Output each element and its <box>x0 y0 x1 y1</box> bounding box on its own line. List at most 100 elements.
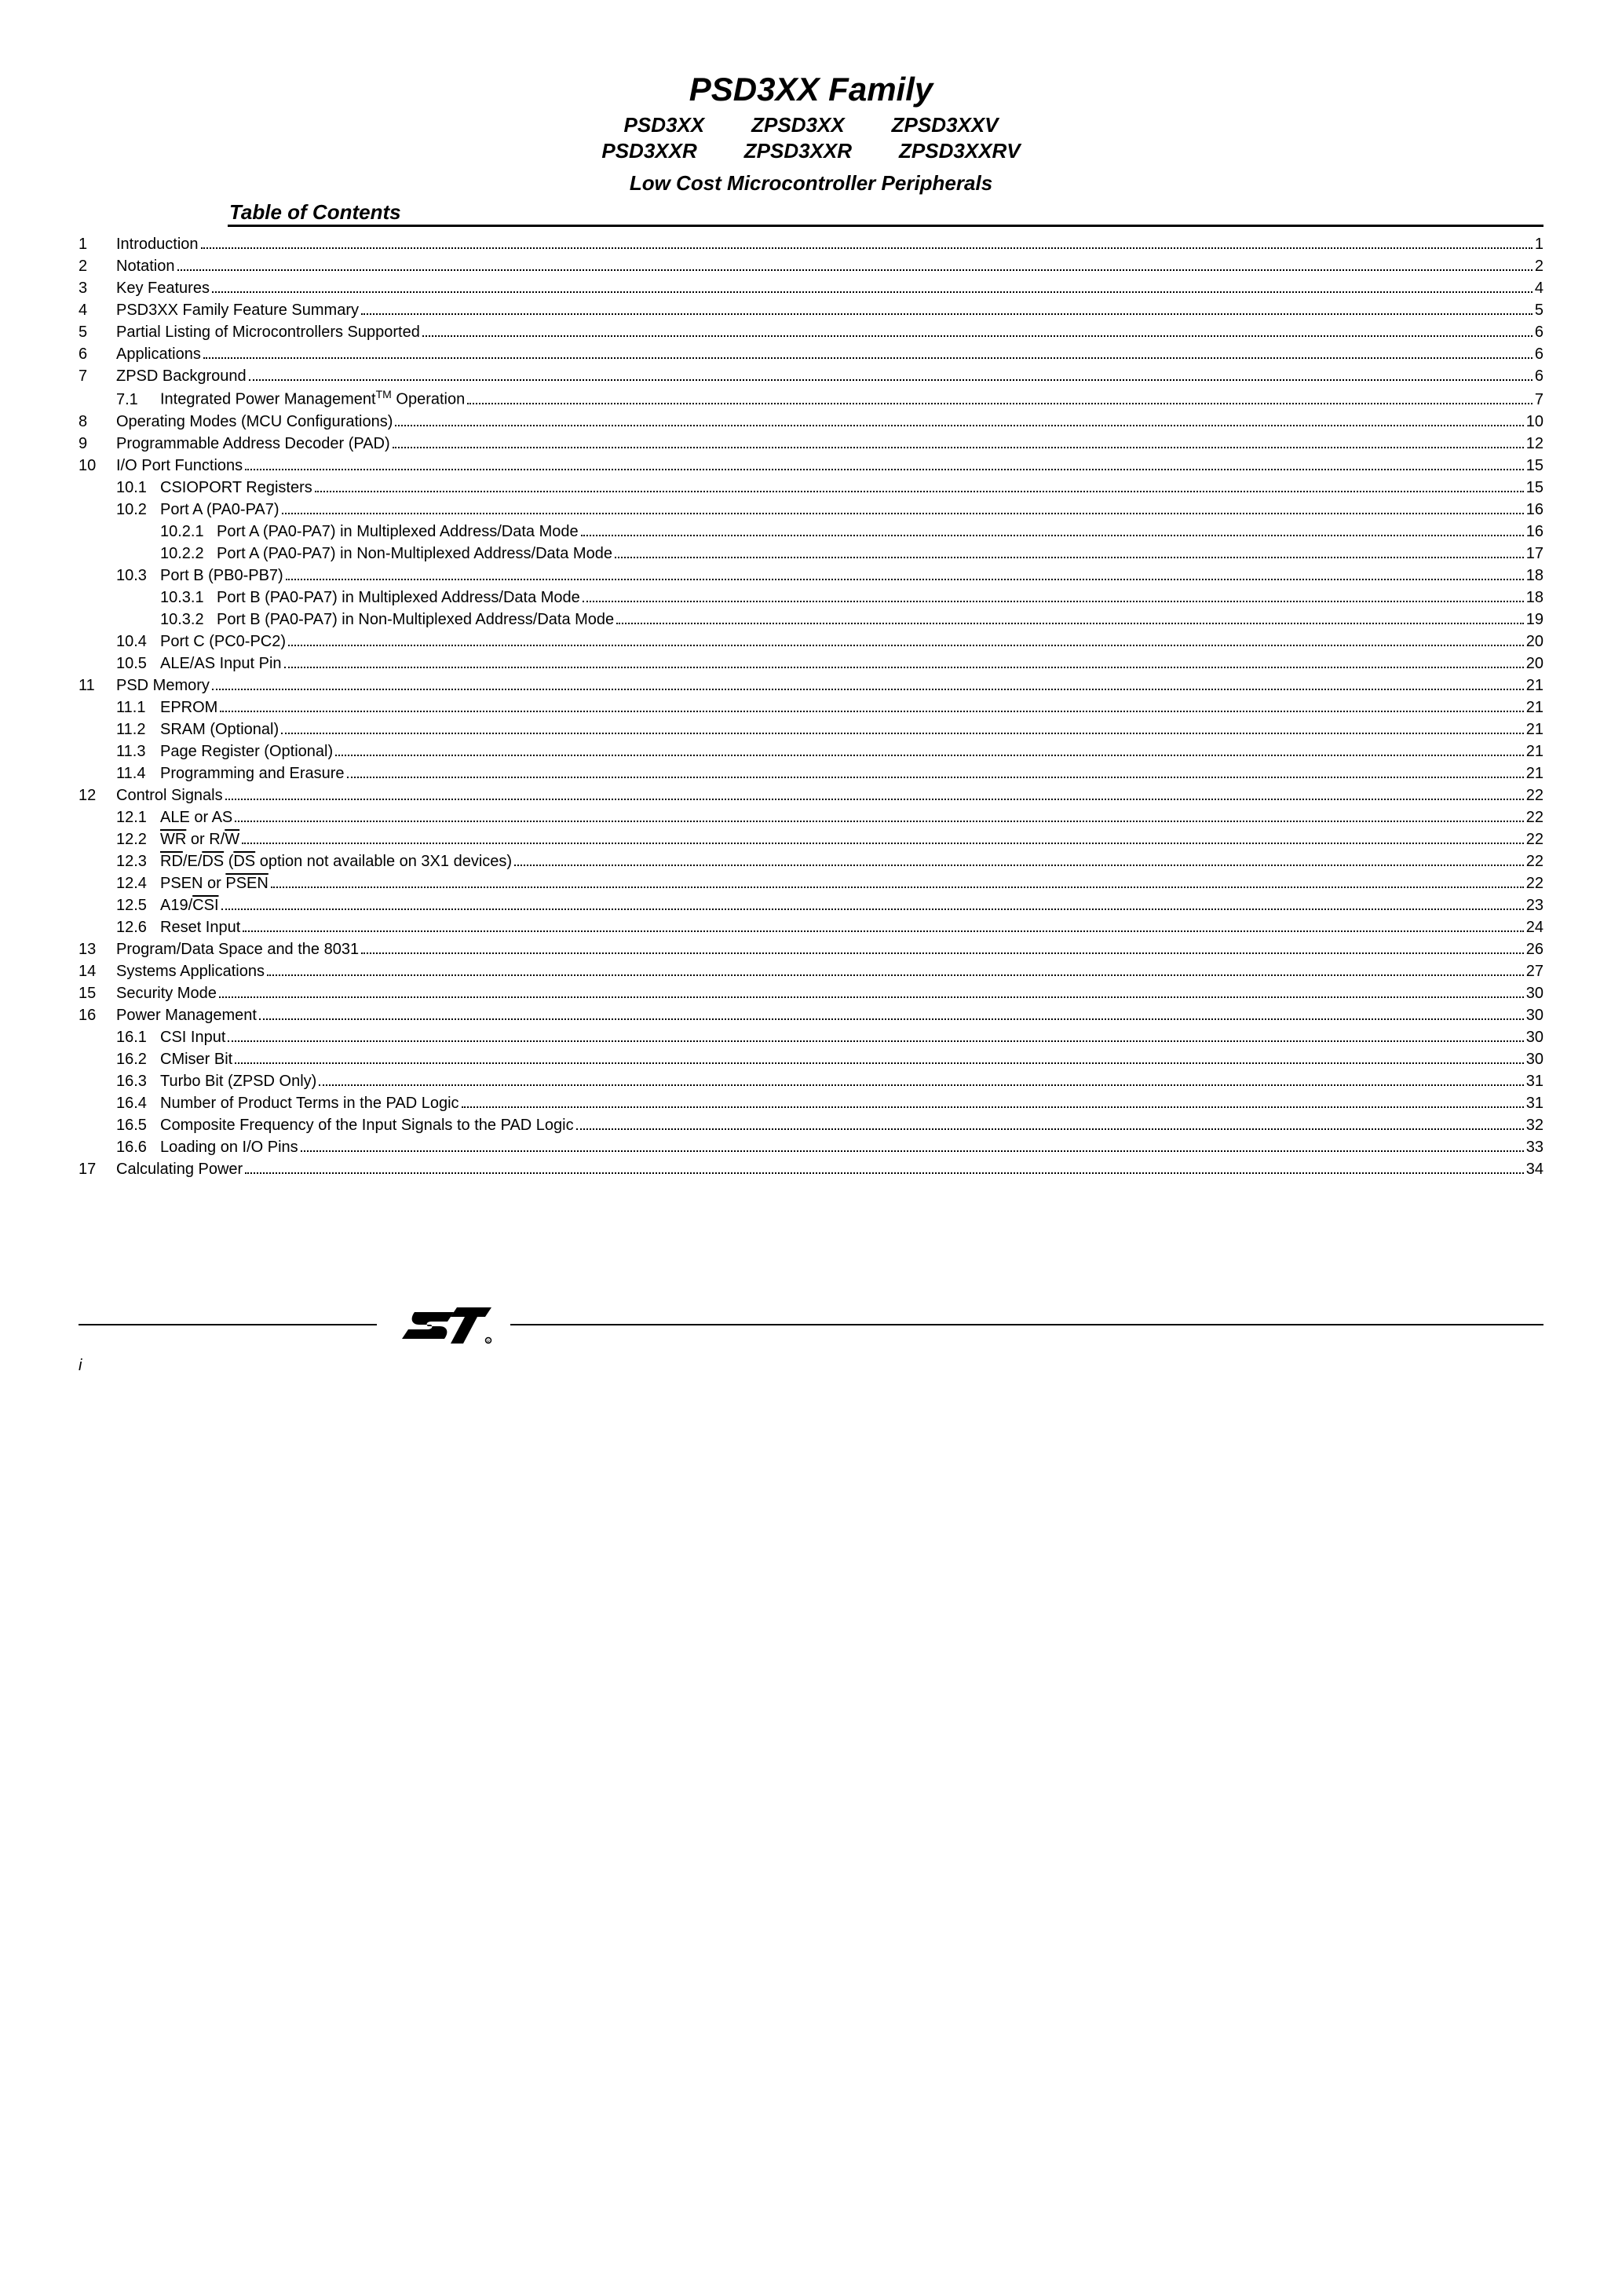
toc-subsection-number: 16.5 <box>116 1114 160 1136</box>
toc-entry-title: Calculating Power <box>116 1158 243 1180</box>
toc-entry-title: SRAM (Optional) <box>160 718 279 740</box>
toc-subsubsection-number: 10.3.1 <box>160 587 217 609</box>
toc-page-number: 5 <box>1535 299 1543 321</box>
toc-page-number: 22 <box>1526 850 1543 872</box>
toc-entry: 1Introduction1 <box>79 233 1543 255</box>
toc-entry-title: Partial Listing of Microcontrollers Supp… <box>116 321 420 343</box>
toc-entry: 6Applications6 <box>79 343 1543 365</box>
toc-leader-dots <box>361 952 1524 954</box>
toc-entry: 10.3.1Port B (PA0-PA7) in Multiplexed Ad… <box>79 587 1543 609</box>
toc-leader-dots <box>422 335 1532 337</box>
toc-leader-dots <box>288 645 1524 646</box>
toc-entry: 12.2WR or R/W22 <box>79 828 1543 850</box>
toc-leader-dots <box>395 425 1523 426</box>
toc-page-number: 22 <box>1526 872 1543 894</box>
toc-leader-dots <box>462 1106 1524 1108</box>
toc-section-number: 5 <box>79 321 116 343</box>
toc-page-number: 10 <box>1526 411 1543 433</box>
toc-page-number: 21 <box>1526 675 1543 696</box>
toc-entry-title: CMiser Bit <box>160 1048 232 1070</box>
toc-section-number: 9 <box>79 433 116 455</box>
toc-page-number: 18 <box>1526 587 1543 609</box>
footer-rule-right <box>510 1324 1543 1325</box>
toc-entry: 16.2CMiser Bit30 <box>79 1048 1543 1070</box>
toc-page-number: 21 <box>1526 762 1543 784</box>
toc-section-number: 14 <box>79 960 116 982</box>
toc-page-number: 20 <box>1526 631 1543 653</box>
toc-entry: 2Notation2 <box>79 255 1543 277</box>
toc-entry-title: Applications <box>116 343 201 365</box>
toc-entry: 16.5Composite Frequency of the Input Sig… <box>79 1114 1543 1136</box>
toc-subsection-number: 16.2 <box>116 1048 160 1070</box>
toc-leader-dots <box>177 269 1532 271</box>
toc-page-number: 21 <box>1526 740 1543 762</box>
toc-entry-title: PSD3XX Family Feature Summary <box>116 299 359 321</box>
toc-leader-dots <box>245 1172 1524 1174</box>
toc-leader-dots <box>235 1062 1524 1064</box>
toc-entry-title: Port B (PA0-PA7) in Multiplexed Address/… <box>217 587 580 609</box>
toc-leader-dots <box>361 313 1532 315</box>
toc-leader-dots <box>220 711 1523 712</box>
toc-leader-dots <box>201 247 1532 249</box>
toc-leader-dots <box>249 379 1532 381</box>
toc-entry-title: Programmable Address Decoder (PAD) <box>116 433 390 455</box>
toc-subsection-number: 12.1 <box>116 806 160 828</box>
toc-entry: 5Partial Listing of Microcontrollers Sup… <box>79 321 1543 343</box>
toc-subsubsection-number: 10.2.2 <box>160 543 217 565</box>
toc-entry-title: CSI Input <box>160 1026 225 1048</box>
toc-leader-dots <box>228 1040 1523 1042</box>
toc-leader-dots <box>242 843 1524 844</box>
toc-leader-dots <box>221 909 1524 910</box>
toc-page-number: 17 <box>1526 543 1543 565</box>
toc-entry-title: Port A (PA0-PA7) in Non-Multiplexed Addr… <box>217 543 612 565</box>
part-number: PSD3XXR <box>601 139 696 163</box>
toc-leader-dots <box>259 1018 1524 1020</box>
toc-entry-title: A19/CSI <box>160 894 219 916</box>
toc-entry-title: Security Mode <box>116 982 217 1004</box>
toc-section-number: 1 <box>79 233 116 255</box>
toc-entry: 10.2.1Port A (PA0-PA7) in Multiplexed Ad… <box>79 521 1543 543</box>
toc-page-number: 33 <box>1526 1136 1543 1158</box>
toc-subsection-number: 10.1 <box>116 477 160 499</box>
toc-section-number: 6 <box>79 343 116 365</box>
toc-entry-title: Systems Applications <box>116 960 265 982</box>
toc-entry: 11.3Page Register (Optional)21 <box>79 740 1543 762</box>
toc-entry-title: PSD Memory <box>116 675 210 696</box>
toc-entry-title: CSIOPORT Registers <box>160 477 312 499</box>
toc-section-number: 3 <box>79 277 116 299</box>
toc-page-number: 16 <box>1526 521 1543 543</box>
toc-entry: 14Systems Applications27 <box>79 960 1543 982</box>
svg-text:R: R <box>487 1340 490 1344</box>
toc-entry: 16.6Loading on I/O Pins33 <box>79 1136 1543 1158</box>
toc-entry: 12Control Signals22 <box>79 784 1543 806</box>
toc-subsection-number: 11.3 <box>116 740 160 762</box>
toc-leader-dots <box>576 1128 1524 1130</box>
toc-title-wrap: Table of Contents <box>79 200 1543 227</box>
toc-entry-title: PSEN or PSEN <box>160 872 269 894</box>
toc-section-number: 13 <box>79 938 116 960</box>
toc-leader-dots <box>581 535 1524 536</box>
toc-entry-title: Integrated Power ManagementTM Operation <box>160 387 465 411</box>
part-number: PSD3XX <box>624 113 705 137</box>
toc-leader-dots <box>212 291 1532 293</box>
toc-subsection-number: 12.2 <box>116 828 160 850</box>
toc-leader-dots <box>286 579 1524 580</box>
toc-entry: 11.1EPROM21 <box>79 696 1543 718</box>
toc-entry-title: I/O Port Functions <box>116 455 243 477</box>
toc-leader-dots <box>467 403 1532 404</box>
toc-entry-title: Control Signals <box>116 784 223 806</box>
toc-entry-title: ZPSD Background <box>116 365 247 387</box>
toc-entry: 13Program/Data Space and the 803126 <box>79 938 1543 960</box>
st-logo: R <box>393 1298 495 1352</box>
toc-page-number: 21 <box>1526 696 1543 718</box>
toc-subsection-number: 10.4 <box>116 631 160 653</box>
toc-entry: 16.3Turbo Bit (ZPSD Only)31 <box>79 1070 1543 1092</box>
toc-entry: 8Operating Modes (MCU Configurations)10 <box>79 411 1543 433</box>
part-number: ZPSD3XX <box>751 113 845 137</box>
toc-entry-title: ALE or AS <box>160 806 232 828</box>
toc-entry: 10.5ALE/AS Input Pin20 <box>79 653 1543 675</box>
toc-leader-dots <box>583 601 1524 602</box>
toc-entry: 11.2SRAM (Optional)21 <box>79 718 1543 740</box>
toc-entry: 12.4PSEN or PSEN22 <box>79 872 1543 894</box>
toc-entry: 16.1CSI Input30 <box>79 1026 1543 1048</box>
